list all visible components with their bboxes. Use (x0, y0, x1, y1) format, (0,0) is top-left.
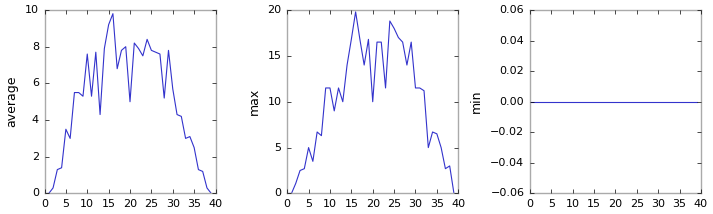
Y-axis label: min: min (471, 90, 483, 113)
Y-axis label: average: average (5, 76, 18, 128)
Y-axis label: max: max (247, 88, 260, 115)
